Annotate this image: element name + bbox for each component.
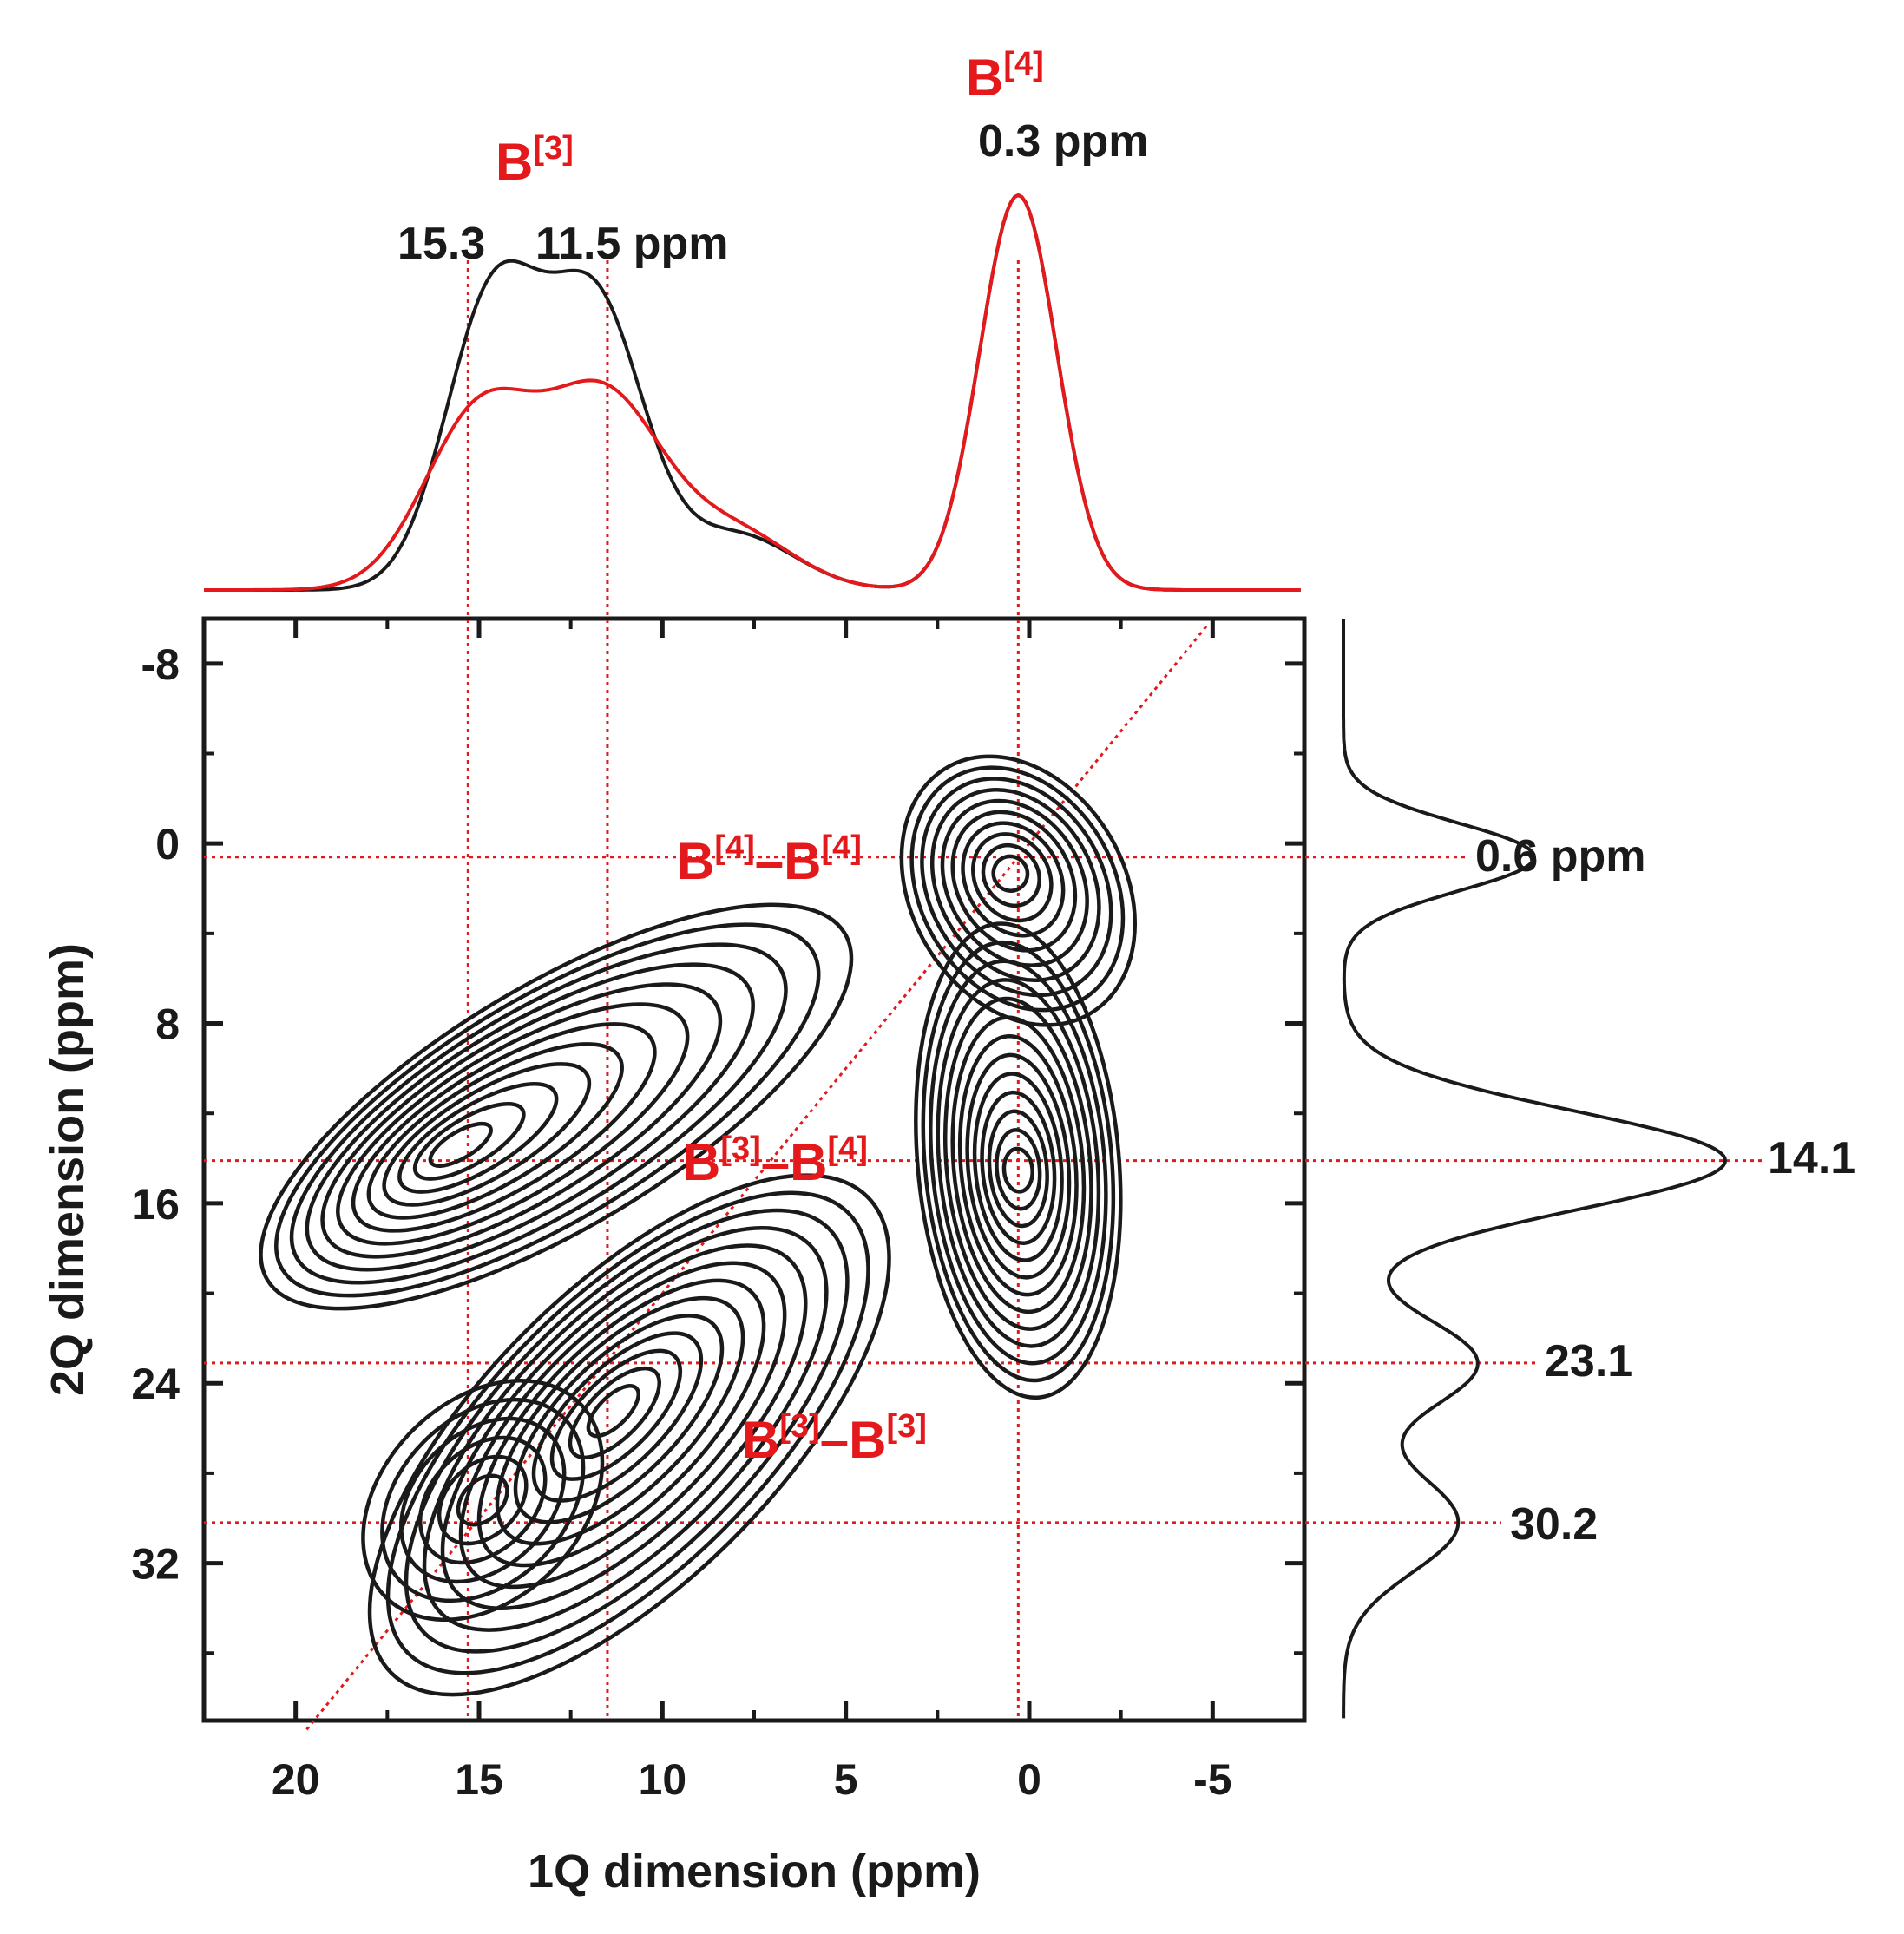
top-projection (204, 193, 1301, 592)
diagonal-line-extension (1065, 622, 1211, 800)
contour-b3-b3 (440, 1243, 808, 1610)
contour-b3-b3 (367, 1173, 891, 1697)
pair-label-b4-b4: B[4]–B[4] (677, 829, 862, 890)
contour-b3-b3 (476, 1278, 766, 1568)
contour-b3-b4 (412, 1101, 526, 1181)
contour-b3-b4 (428, 1121, 493, 1168)
contour-b3-b4 (382, 1062, 592, 1207)
top-b3-site-label: B[3] (496, 130, 574, 191)
right-shift-4: 30.2 (1510, 1499, 1598, 1550)
contour-b3-b3 (586, 1384, 640, 1439)
contour-b4-b4 (991, 854, 1030, 893)
contour-b3-b4 (259, 902, 854, 1311)
contour-b4-b4-lobe (972, 1072, 1064, 1262)
contour-b4-b4 (950, 810, 1078, 953)
x-tick-label: 15 (455, 1755, 503, 1804)
contour-b4-b4-lobe (995, 1128, 1042, 1211)
contour-b3-b3-lower (437, 1454, 529, 1546)
contour-b4-b4-lobe (987, 1109, 1049, 1229)
top-b4-site-label: B[4] (966, 46, 1044, 107)
contour-b3-b3-lower (456, 1473, 509, 1527)
diagonal-line (305, 797, 1067, 1731)
contour-b4-b4-lobe (950, 1015, 1087, 1314)
contour-b3-b4 (305, 962, 755, 1272)
top-b4-shift: 0.3 ppm (978, 116, 1149, 167)
contour-b4-b4-lobe (1001, 1146, 1034, 1194)
contour-b3-b3 (568, 1366, 662, 1460)
y-tick-label: 32 (131, 1540, 180, 1589)
contour-b3-b4 (351, 1022, 657, 1233)
contour-b3-b3-lower (361, 1378, 605, 1623)
contour-b4-b4 (961, 821, 1066, 938)
contour-b3-b3 (531, 1331, 704, 1503)
x-tick-label: 20 (272, 1755, 320, 1804)
y-axis-label: 2Q dimension (ppm) (42, 943, 94, 1396)
contour-b3-b4 (289, 942, 788, 1285)
y-tick-label: 8 (155, 1000, 180, 1049)
x-tick-label: 10 (639, 1755, 687, 1804)
y-tick-label: 16 (131, 1180, 180, 1229)
pair-label-b3-b3: B[3]–B[3] (742, 1408, 927, 1469)
contour-b4-b4-lobe (957, 1033, 1079, 1297)
y-tick-label: 0 (155, 820, 180, 869)
contour-b3-b3 (513, 1314, 725, 1524)
right-shift-2: 14.1 (1768, 1133, 1855, 1183)
x-tick-label: -5 (1193, 1755, 1231, 1804)
y-tick-label: -8 (141, 640, 180, 689)
contour-b4-b4 (929, 787, 1101, 983)
contour-b3-b3 (549, 1348, 683, 1481)
right-shift-1: 0.6 ppm (1475, 831, 1646, 882)
contour-b3-b4 (336, 1002, 690, 1246)
contour-b3-b3-lower (417, 1435, 548, 1565)
contour-b4-b4-lobe (921, 940, 1116, 1383)
contour-plot (259, 754, 1137, 1697)
contour-b4-b4 (971, 832, 1054, 923)
contour-b3-b4 (366, 1042, 624, 1220)
top-projection-red-line (204, 193, 1301, 592)
contour-b4-b4-lobe (936, 978, 1101, 1348)
contour-b4-b4 (940, 798, 1089, 967)
contour-b4-b4 (899, 754, 1137, 1027)
contour-b3-b4 (320, 982, 723, 1259)
contour-b3-b3 (404, 1208, 850, 1654)
contour-b4-b4 (981, 842, 1041, 908)
plot-frame (201, 616, 1307, 1723)
y-tick-label: 24 (131, 1360, 180, 1408)
contour-b3-b3 (495, 1295, 745, 1546)
contour-b3-b3-lower (380, 1397, 586, 1603)
contour-b3-b3-lower (399, 1416, 567, 1584)
contour-b3-b3 (385, 1190, 870, 1675)
contour-b4-b4-lobe (965, 1052, 1072, 1280)
contour-b3-b4 (274, 922, 821, 1298)
guide-lines (204, 260, 1762, 1731)
x-axis-label: 1Q dimension (ppm) (528, 1845, 981, 1898)
pair-label-b3-b4: B[3]–B[4] (683, 1131, 868, 1191)
contour-b4-b4-lobe (929, 959, 1108, 1366)
axis-ticks: 20 15 10 5 0 -5 -8 0 8 16 24 32 (131, 619, 1306, 1804)
x-tick-label: 0 (1017, 1755, 1041, 1804)
contour-b3-b3 (422, 1226, 829, 1632)
contour-b4-b4-lobe (980, 1090, 1057, 1246)
contour-b4-b4-lobe (942, 996, 1093, 1331)
top-b3-shifts: 15.3 11.5 ppm (397, 219, 729, 269)
right-projection (1342, 619, 1728, 1719)
right-shift-3: 23.1 (1545, 1336, 1632, 1387)
contour-b3-b4 (397, 1082, 559, 1194)
x-tick-label: 5 (834, 1755, 858, 1804)
right-projection-line (1342, 619, 1728, 1719)
contour-b4-b4-lobe (914, 921, 1123, 1400)
contour-b3-b3 (458, 1261, 787, 1590)
